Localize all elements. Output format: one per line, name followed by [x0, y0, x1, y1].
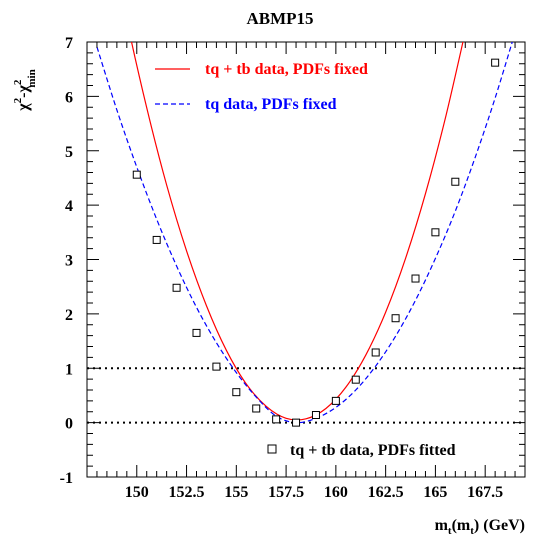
ticks: [86, 41, 526, 478]
x-tick-label: 167.5: [467, 484, 503, 501]
y-tick-label: 4: [65, 198, 73, 215]
y-tick-label: 3: [65, 253, 73, 270]
x-tick-label: 152.5: [169, 484, 205, 501]
data-point: [411, 274, 420, 283]
curves: [96, 42, 513, 424]
y-tick-label: 0: [65, 416, 73, 433]
data-point: [232, 388, 241, 397]
data-point: [252, 404, 261, 413]
legend-label-blue: tq data, PDFs fixed: [205, 96, 337, 113]
x-tick-label: 160: [324, 484, 348, 501]
data-point: [371, 348, 380, 357]
legend: tq + tb data, PDFs fixed tq data, PDFs f…: [155, 61, 456, 459]
x-tick-label: 162.5: [368, 484, 404, 501]
data-point: [192, 328, 201, 337]
data-point: [172, 283, 181, 292]
y-tick-label: 5: [65, 144, 73, 161]
x-tick-label: 157.5: [268, 484, 304, 501]
y-tick-label: -1: [60, 470, 73, 487]
series-line-red: [130, 42, 464, 421]
data-point: [132, 170, 141, 179]
data-point: [152, 235, 161, 244]
chart-title: ABMP15: [246, 9, 313, 28]
data-point: [391, 314, 400, 323]
x-axis-label: mt(mt) (GeV): [435, 517, 525, 537]
x-tick-label: 165: [423, 484, 447, 501]
data-point: [311, 411, 320, 420]
y-axis-label: χ2-χ2 min: [12, 69, 38, 111]
data-point: [431, 228, 440, 237]
reference-lines: [87, 367, 525, 424]
data-point: [212, 362, 221, 371]
data-point: [451, 177, 460, 186]
data-point: [272, 415, 281, 424]
y-tick-label: 7: [65, 35, 73, 52]
data-point: [331, 396, 340, 405]
y-tick-label: 6: [65, 89, 73, 106]
tick-labels: 150 152.5 155 157.5 160 162.5 165 167.5 -1 0 1 2 3 4 5…: [60, 35, 504, 501]
x-tick-label: 150: [125, 484, 149, 501]
legend-label-red: tq + tb data, PDFs fixed: [205, 61, 368, 78]
markers: [132, 58, 500, 427]
data-point: [491, 58, 500, 67]
y-tick-label: 1: [65, 361, 73, 378]
legend-label-black: tq + tb data, PDFs fitted: [290, 442, 456, 459]
x-tick-label: 155: [224, 484, 248, 501]
data-point: [292, 418, 301, 427]
legend-marker-square: [267, 444, 277, 454]
series-line-blue: [96, 42, 513, 424]
data-point: [351, 375, 360, 384]
y-tick-label: 2: [65, 307, 73, 324]
